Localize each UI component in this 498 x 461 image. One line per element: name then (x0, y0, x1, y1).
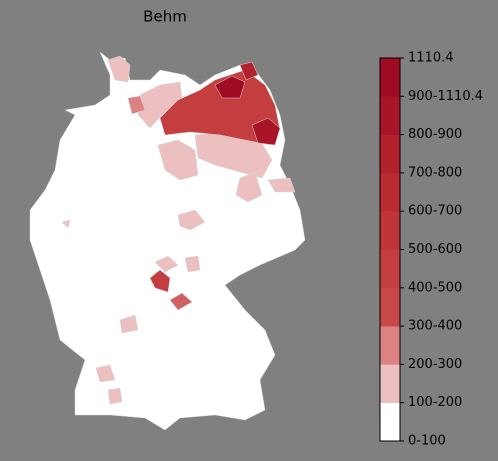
map (29, 51, 306, 431)
colorbar: 0-100 100-200 200-300 300-400 400-500 500-600… (379, 51, 483, 449)
colorbar-label: 300-400 (408, 319, 462, 334)
region (184, 255, 201, 273)
region (177, 209, 206, 231)
colorbar-label: 0-100 (408, 434, 446, 449)
legend-band (380, 211, 400, 250)
legend-band (380, 58, 400, 97)
colorbar-label: 600-700 (408, 204, 462, 219)
colorbar-label: 100-200 (408, 395, 462, 410)
region (267, 177, 296, 193)
region (154, 255, 179, 273)
colorbar-label: 500-600 (408, 242, 462, 257)
region (95, 364, 116, 383)
legend-band (380, 96, 400, 135)
colorbar-label: 700-800 (408, 165, 462, 180)
region (214, 75, 246, 99)
region (107, 55, 131, 83)
legend-band (380, 402, 400, 442)
legend-band (380, 287, 400, 327)
region (159, 69, 281, 146)
region (149, 269, 171, 293)
colorbar-label: 400-500 (408, 280, 462, 295)
region (235, 171, 263, 203)
colorbar-label: 800-900 (408, 127, 462, 142)
region (157, 139, 199, 181)
colorbar-label: 1110.4 (408, 51, 454, 66)
legend-band (380, 364, 400, 403)
colorbar-label: 200-300 (408, 357, 462, 372)
region (239, 61, 259, 81)
region (61, 219, 71, 229)
colorbar-label: 900-1110.4 (408, 89, 483, 104)
region (169, 292, 193, 311)
region (107, 387, 123, 405)
legend-band (380, 172, 400, 212)
legend-band (380, 326, 400, 365)
region (251, 117, 281, 146)
region (127, 95, 146, 115)
legend-band (380, 249, 400, 289)
region (119, 314, 139, 334)
map-title: Behm (143, 8, 187, 26)
legend-band (380, 134, 400, 174)
